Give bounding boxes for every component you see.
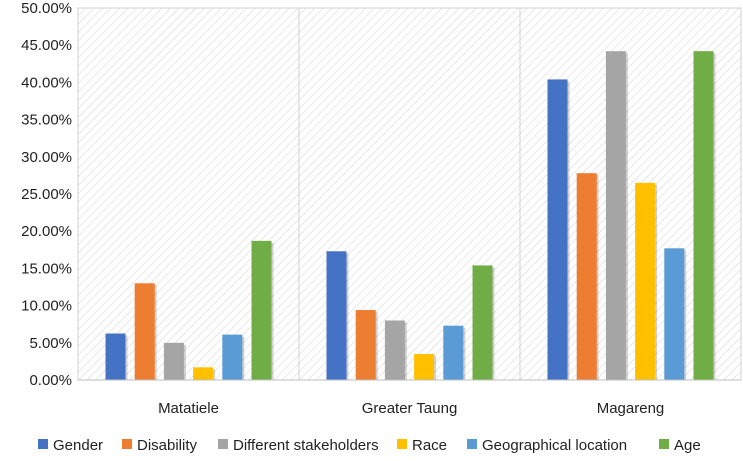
bar-age-matatiele [251,240,272,380]
y-axis: 0.00% 5.00% 10.00% 15.00% 20.00% 25.00% 30.00%… [21,0,72,389]
bar-gender-magareng [547,79,568,380]
x-category-label: Matatiele [158,400,219,417]
bar-age-magareng [693,51,714,380]
x-category-label: Greater Taung [362,400,458,417]
y-tick-label: 10.00% [21,298,72,315]
legend-label: Geographical location [482,437,627,454]
bar-different-stakeholders-greater-taung [384,320,405,380]
legend-swatch [122,439,132,449]
bar-geographical-location-greater-taung [443,325,464,380]
bar-race-matatiele [193,367,214,380]
legend-label: Race [412,437,447,454]
y-tick-label: 35.00% [21,112,72,129]
gridlines [298,8,521,380]
bar-disability-magareng [576,173,597,380]
legend-label: Disability [137,437,198,454]
y-tick-label: 0.00% [29,372,72,389]
x-axis: Matatiele Greater Taung Magareng [158,400,664,417]
legend-swatch [38,439,48,449]
bar-gender-greater-taung [326,251,347,380]
y-tick-label: 20.00% [21,223,72,240]
bar-geographical-location-magareng [664,248,685,380]
bar-different-stakeholders-magareng [605,51,626,380]
y-tick-label: 25.00% [21,186,72,203]
x-category-label: Magareng [597,400,665,417]
bar-age-greater-taung [472,265,493,380]
legend-swatch [218,439,228,449]
y-tick-label: 50.00% [21,0,72,17]
y-tick-label: 40.00% [21,74,72,91]
bar-race-magareng [635,182,656,380]
legend-label: Age [674,437,701,454]
legend-swatch [659,439,669,449]
y-tick-label: 15.00% [21,260,72,277]
legend-swatch [467,439,477,449]
bar-race-greater-taung [414,353,435,380]
bar-disability-greater-taung [355,310,376,380]
bars [105,51,716,380]
bar-gender-matatiele [105,333,126,380]
legend: Gender Disability Different stakeholders Ra… [38,437,701,454]
legend-swatch [397,439,407,449]
bar-geographical-location-matatiele [222,334,243,380]
y-tick-label: 30.00% [21,149,72,166]
legend-label: Different stakeholders [233,437,379,454]
y-tick-label: 45.00% [21,37,72,54]
legend-label: Gender [53,437,103,454]
bar-different-stakeholders-matatiele [163,342,184,380]
y-tick-label: 5.00% [29,335,72,352]
bar-disability-matatiele [134,283,155,380]
plot-area [77,7,742,381]
